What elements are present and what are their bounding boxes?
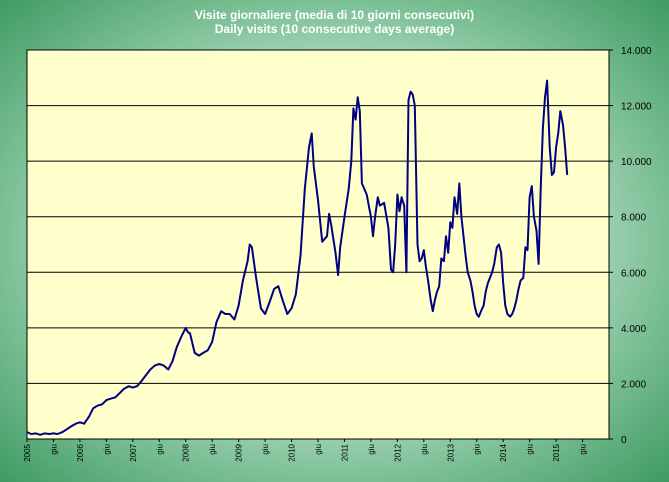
y-axis: 0 2.000 4.000 6.000 8.000 10.000 12.000 14.000 <box>609 46 652 446</box>
y-tick-label: 8.000 <box>621 213 646 224</box>
x-tick-label: giu <box>314 444 323 455</box>
x-tick-label: 2006 <box>76 443 85 461</box>
x-tick-label: giu <box>155 444 164 455</box>
x-tick-label: 2013 <box>446 443 455 461</box>
x-tick-label: 2005 <box>23 443 32 461</box>
x-tick-label: 2014 <box>499 443 508 461</box>
x-tick-label: 2010 <box>288 443 297 461</box>
x-tick-label: 2007 <box>129 443 138 461</box>
y-tick-label: 0 <box>621 435 627 446</box>
x-tick-label: 2011 <box>340 443 349 461</box>
plot-area <box>26 49 610 440</box>
x-tick-label: 2015 <box>552 443 561 461</box>
y-tick-label: 4.000 <box>621 324 646 335</box>
y-tick-label: 2.000 <box>621 379 646 390</box>
x-tick-label: giu <box>208 444 217 455</box>
gridlines <box>27 105 609 384</box>
chart-title: Visite giornaliere (media di 10 giorni c… <box>194 8 475 22</box>
series-line <box>26 79 569 436</box>
x-axis: 2005 giu 2006 giu 2007 giu 2008 giu 2009 giu 2010 g… <box>23 439 588 462</box>
x-tick-label: giu <box>49 444 58 455</box>
x-tick-label: giu <box>367 444 376 455</box>
x-tick-label: giu <box>420 444 429 455</box>
x-tick-label: 2009 <box>235 443 244 461</box>
chart-subtitle: Daily visits (10 consecutive days averag… <box>214 22 455 36</box>
series-layer <box>26 79 569 436</box>
x-tick-label: 2008 <box>182 443 191 461</box>
x-tick-label: giu <box>473 444 482 455</box>
y-tick-label: 14.000 <box>621 46 652 57</box>
x-tick-label: giu <box>261 444 270 455</box>
x-tick-label: giu <box>526 444 535 455</box>
y-tick-label: 6.000 <box>621 268 646 279</box>
x-tick-label: giu <box>102 444 111 455</box>
x-tick-label: 2012 <box>393 443 402 461</box>
x-tick-label: giu <box>579 444 588 455</box>
y-tick-label: 12.000 <box>621 102 652 113</box>
y-tick-label: 10.000 <box>621 157 652 168</box>
